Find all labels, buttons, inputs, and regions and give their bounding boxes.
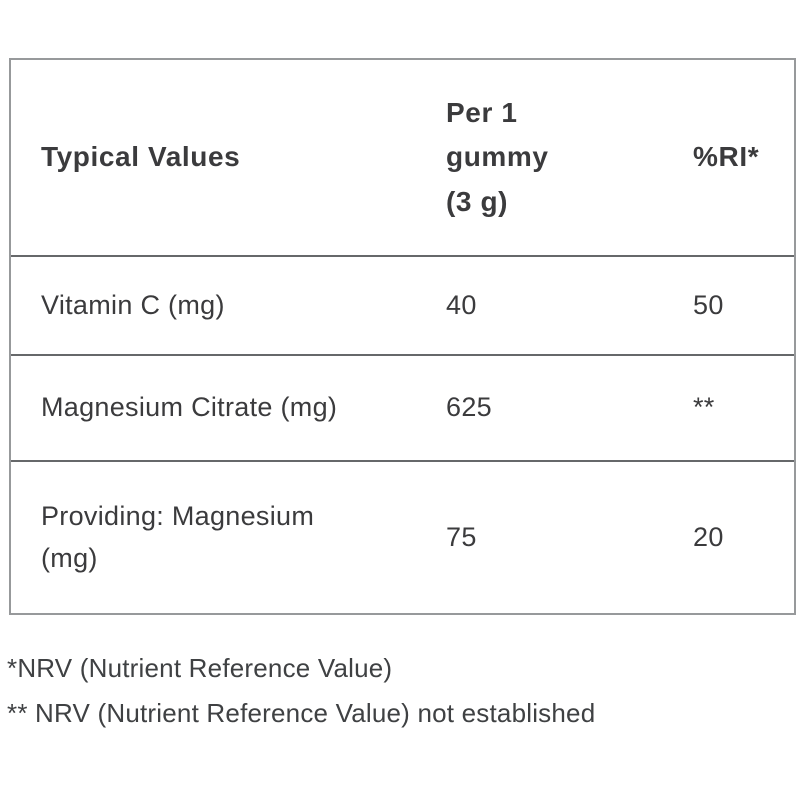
per-serving-value: 75 [446, 521, 477, 552]
ri-cell: 50 [663, 285, 794, 327]
footnotes: *NRV (Nutrient Reference Value) ** NRV (… [7, 646, 595, 736]
ri-value: ** [693, 392, 715, 423]
column-header-ri: %RI* [663, 135, 794, 179]
per-serving-cell: 40 [416, 285, 663, 327]
ri-value: 50 [693, 289, 724, 320]
table-row: Providing: Magnesium (mg) 75 20 [11, 460, 794, 613]
table-row: Vitamin C (mg) 40 50 [11, 255, 794, 354]
nutrient-name-cell: Magnesium Citrate (mg) [11, 387, 416, 429]
typical-values-table: Typical Values Per 1 gummy (3 g) %RI* Vi… [9, 58, 796, 615]
table-row: Magnesium Citrate (mg) 625 ** [11, 354, 794, 460]
per-serving-cell: 625 [416, 387, 663, 429]
footnote-nrv: *NRV (Nutrient Reference Value) [7, 653, 393, 683]
nutrient-name-cell: Vitamin C (mg) [11, 285, 416, 327]
per-serving-cell: 75 [416, 517, 663, 559]
ri-cell: 20 [663, 517, 794, 559]
ri-cell: ** [663, 387, 794, 429]
column-header-typical-values: Typical Values [11, 135, 416, 179]
column-header-label: %RI* [693, 141, 760, 173]
per-serving-value: 40 [446, 289, 477, 320]
column-header-label: Per 1 gummy (3 g) [446, 97, 549, 217]
table-header-row: Typical Values Per 1 gummy (3 g) %RI* [11, 60, 794, 255]
column-header-per-gummy: Per 1 gummy (3 g) [416, 91, 663, 224]
nutrient-name: Providing: Magnesium (mg) [41, 500, 315, 573]
ri-value: 20 [693, 521, 724, 552]
nutrient-name: Vitamin C (mg) [41, 289, 225, 320]
per-serving-value: 625 [446, 392, 492, 423]
column-header-label: Typical Values [41, 141, 241, 173]
footnote-nrv-not-established: ** NRV (Nutrient Reference Value) not es… [7, 698, 596, 728]
nutrient-name: Magnesium Citrate (mg) [41, 392, 338, 423]
nutrient-name-cell: Providing: Magnesium (mg) [11, 496, 416, 580]
